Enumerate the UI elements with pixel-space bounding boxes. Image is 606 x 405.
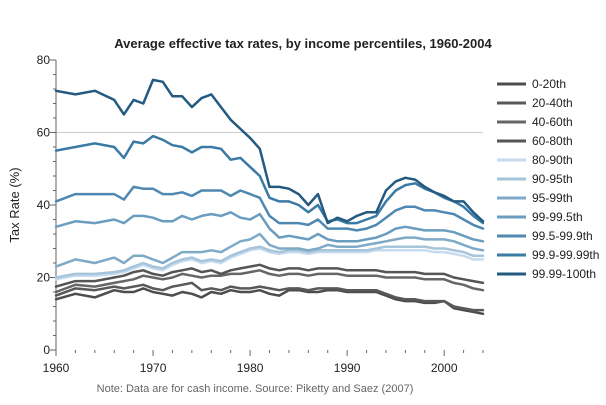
y-tick-label: 60 xyxy=(37,126,51,140)
legend-label: 80-90th xyxy=(532,153,573,167)
chart-title: Average effective tax rates, by income p… xyxy=(114,36,492,51)
plot-area: 0 20 40 60 80 1960 1970 1980 1990 2000 xyxy=(37,53,485,375)
series-line-0 xyxy=(54,287,485,316)
series-line-2 xyxy=(54,269,485,294)
y-tick-label: 0 xyxy=(43,343,50,357)
legend-label: 20-40th xyxy=(532,96,573,110)
chart-note: Note: Data are for cash income. Source: … xyxy=(97,383,414,395)
series-line-10 xyxy=(54,78,485,225)
series-line-3 xyxy=(54,263,485,288)
y-tick-label: 40 xyxy=(37,198,51,212)
legend-label: 99.99-100th xyxy=(532,267,596,281)
series-line-4 xyxy=(54,247,485,281)
legend-label: 99-99.5th xyxy=(532,210,583,224)
y-axis-label: Tax Rate (%) xyxy=(7,167,22,242)
x-tick-label: 1960 xyxy=(43,361,70,375)
legend-label: 40-60th xyxy=(532,115,573,129)
legend-label: 60-80th xyxy=(532,134,573,148)
series-line-8 xyxy=(54,185,485,232)
y-tick-label: 20 xyxy=(37,271,51,285)
x-tick-label: 2000 xyxy=(431,361,458,375)
legend-label: 99.9-99.99th xyxy=(532,248,599,262)
legend-label: 99.5-99.9th xyxy=(532,229,593,243)
x-tick-label: 1970 xyxy=(140,361,167,375)
x-tick-label: 1990 xyxy=(334,361,361,375)
legend-label: 95-99th xyxy=(532,191,573,205)
legend-label: 90-95th xyxy=(532,172,573,186)
series-line-5 xyxy=(54,245,485,279)
series-line-7 xyxy=(54,211,485,243)
series-line-1 xyxy=(54,281,485,312)
legend: 0-20th 20-40th 40-60th 60-80th 80-90th 90-95t… xyxy=(497,77,599,281)
legend-label: 0-20th xyxy=(532,77,566,91)
series-line-9 xyxy=(54,134,485,225)
series-line-6 xyxy=(54,232,485,268)
x-tick-label: 1980 xyxy=(237,361,264,375)
y-tick-label: 80 xyxy=(37,53,51,67)
